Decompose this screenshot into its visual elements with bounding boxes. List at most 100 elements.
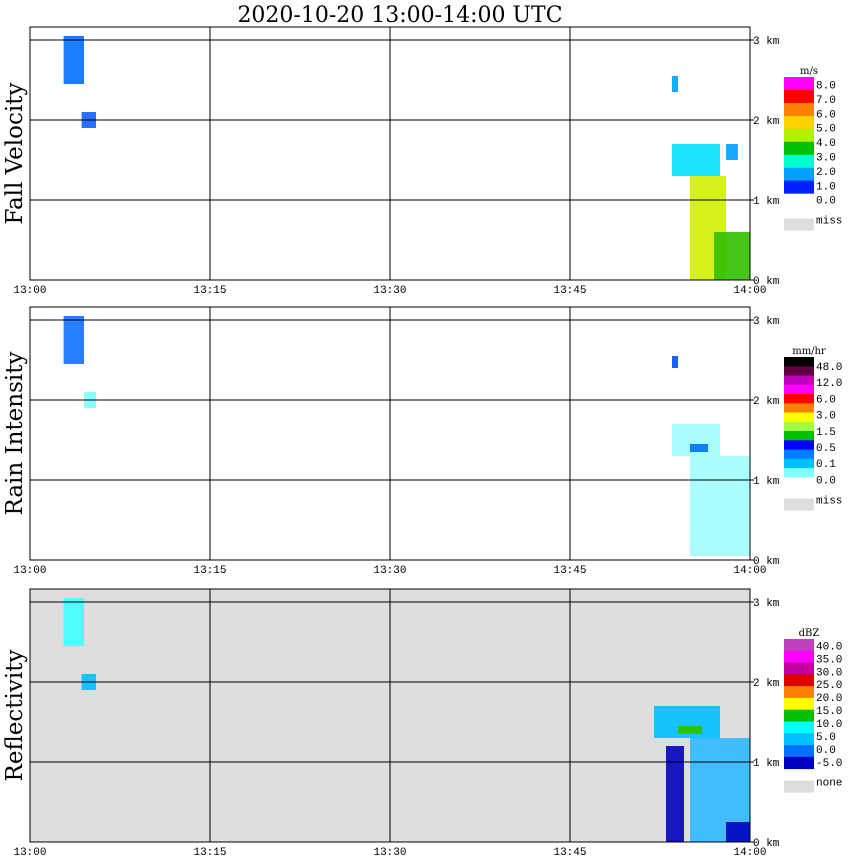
colorbar-swatch [784, 650, 814, 664]
colorbar-swatch [784, 709, 814, 722]
colorbar-swatch [784, 440, 814, 451]
colorbar-swatch [784, 431, 814, 441]
colorbar-swatch [784, 180, 814, 195]
y-tick-label: 3 km [753, 598, 780, 610]
x-tick-label: 13:45 [553, 565, 586, 577]
colorbar-label: 1.5 [816, 427, 836, 439]
x-tick-label: 13:15 [193, 565, 226, 577]
echo-mark [672, 76, 678, 92]
colorbar-unit: mm/hr [792, 346, 826, 357]
colorbar-missing-swatch [784, 498, 814, 511]
y-tick-label: 0 km [753, 276, 780, 288]
colorbar-swatch [784, 745, 814, 758]
colorbar-label: 0.0 [816, 196, 836, 208]
y-tick-label: 3 km [753, 316, 780, 328]
x-tick-label: 14:00 [733, 565, 766, 577]
colorbar-swatch [784, 357, 814, 367]
chart-title: 2020-10-20 13:00-14:00 UTC [237, 3, 562, 28]
colorbar-swatch [784, 686, 814, 699]
panel-ylabel: Fall Velocity [2, 83, 28, 225]
x-tick-label: 13:15 [193, 847, 226, 859]
colorbar-label: -5.0 [816, 758, 842, 770]
colorbar-swatch [784, 421, 814, 432]
colorbar-swatch [784, 449, 814, 460]
colorbar-label: 0.5 [816, 443, 836, 455]
colorbar-label: 30.0 [816, 667, 842, 679]
colorbar-missing-label: none [816, 778, 842, 790]
colorbar-label: 20.0 [816, 693, 842, 705]
plot-frame [29, 26, 751, 281]
colorbar: mm/hr 48.0 12.0 6.0 3.0 1.5 0.5 0.1 0.0 miss [784, 346, 842, 511]
colorbar-label: 0.0 [816, 745, 836, 757]
y-tick-label: 1 km [753, 758, 780, 770]
colorbar-swatch [784, 193, 814, 208]
colorbar-swatch [784, 384, 814, 395]
plot-frame [29, 588, 751, 843]
x-tick-label: 13:30 [373, 847, 406, 859]
echo-mark [690, 444, 708, 452]
x-tick-label: 13:30 [373, 565, 406, 577]
colorbar-label: 3.0 [816, 153, 836, 165]
echo-mark [63, 316, 84, 364]
colorbar-swatch [784, 477, 814, 488]
colorbar-swatch [784, 756, 814, 770]
echo-mark [63, 36, 84, 84]
x-tick-label: 14:00 [733, 847, 766, 859]
colorbar-label: 10.0 [816, 719, 842, 731]
colorbar-swatch [784, 115, 814, 130]
colorbar-label: 40.0 [816, 641, 842, 653]
echo-mark [726, 144, 738, 160]
colorbar-swatch [784, 375, 814, 386]
colorbar-label: 48.0 [816, 362, 842, 374]
panel-rain-intensity: 13:00 13:15 13:30 13:45 14:000 km 1 km 2 km 3 k… [2, 306, 842, 577]
colorbar-unit: dBZ [799, 628, 820, 639]
y-tick-label: 0 km [753, 838, 780, 850]
colorbar: dBZ 40.035.030.025.020.015.010.05.00.0-5.… [784, 628, 842, 793]
echo-mark [726, 822, 750, 842]
x-tick-label: 13:45 [553, 285, 586, 297]
colorbar-swatch [784, 468, 814, 478]
colorbar-swatch [784, 458, 814, 469]
colorbar-swatch [784, 89, 814, 104]
colorbar-swatch [784, 662, 814, 675]
colorbar-missing-label: miss [816, 216, 842, 228]
colorbar-swatch [784, 697, 814, 711]
colorbar-label: 5.0 [816, 124, 836, 136]
panel-ylabel: Reflectivity [2, 650, 28, 782]
colorbar-label: 0.0 [816, 475, 836, 487]
echo-mark [672, 144, 720, 176]
colorbar-label: 8.0 [816, 81, 836, 93]
colorbar-missing-swatch [784, 780, 814, 793]
colorbar-label: 25.0 [816, 680, 842, 692]
echo-mark [666, 746, 684, 842]
colorbar: m/s 8.0 7.0 6.0 5.0 4.0 3.0 2.0 1.0 0.0 miss [784, 66, 842, 231]
colorbar-swatch [784, 733, 814, 746]
echo-mark [63, 598, 84, 646]
y-tick-label: 2 km [753, 396, 780, 408]
colorbar-label: 35.0 [816, 654, 842, 666]
colorbar-label: 6.0 [816, 109, 836, 121]
colorbar-swatch [784, 403, 814, 414]
y-tick-label: 0 km [753, 556, 780, 568]
plot-frame [29, 306, 751, 561]
colorbar-swatch [784, 639, 814, 652]
colorbar-unit: m/s [800, 66, 818, 77]
colorbar-swatch [784, 394, 814, 404]
x-tick-label: 13:00 [13, 285, 46, 297]
echo-mark [672, 356, 678, 368]
colorbar-swatch [784, 366, 814, 377]
x-tick-label: 14:00 [733, 285, 766, 297]
colorbar-swatch [784, 154, 814, 169]
colorbar-swatch [784, 412, 814, 423]
colorbar-label: 1.0 [816, 181, 836, 193]
colorbar-label: 7.0 [816, 95, 836, 107]
colorbar-missing-label: miss [816, 496, 842, 508]
colorbar-label: 3.0 [816, 411, 836, 423]
y-tick-label: 1 km [753, 196, 780, 208]
colorbar-label: 0.1 [816, 459, 836, 471]
colorbar-missing-swatch [784, 218, 814, 231]
x-tick-label: 13:30 [373, 285, 406, 297]
x-tick-label: 13:45 [553, 847, 586, 859]
colorbar-swatch [784, 141, 814, 156]
